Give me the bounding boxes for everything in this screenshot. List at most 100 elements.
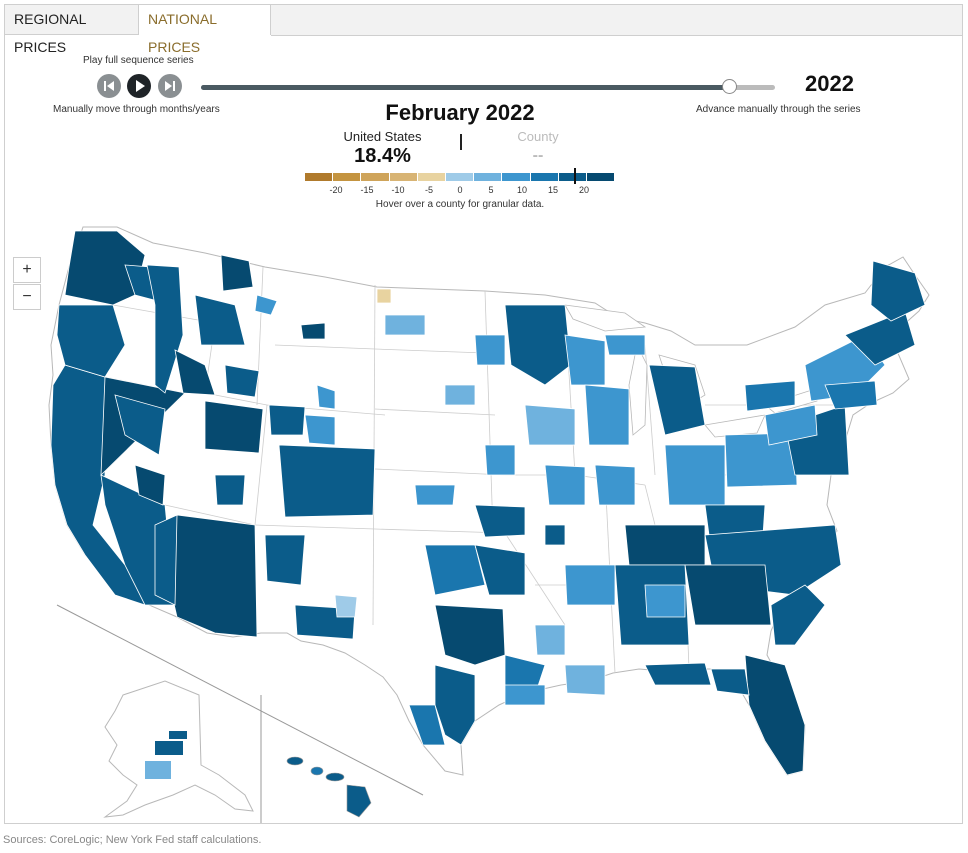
hawaii-islands[interactable] (286, 756, 372, 818)
legend-swatch (502, 173, 530, 181)
county-region[interactable] (64, 230, 146, 306)
county-region[interactable] (278, 444, 376, 518)
alaska-county-c[interactable] (169, 731, 187, 739)
county-region[interactable] (194, 294, 246, 346)
county-region[interactable] (564, 334, 606, 386)
county-region[interactable] (474, 504, 526, 538)
county-region[interactable] (224, 364, 260, 398)
legend-swatch (586, 173, 615, 181)
county-region[interactable] (764, 404, 818, 446)
county-region[interactable] (524, 404, 576, 446)
legend-national-marker (574, 168, 577, 184)
county-region[interactable] (474, 334, 506, 366)
county-region[interactable] (268, 404, 306, 436)
county-region[interactable] (334, 594, 358, 618)
alaska-county-b[interactable] (145, 761, 171, 779)
county-region[interactable] (424, 544, 486, 596)
legend-tick-label: -10 (391, 185, 405, 195)
county-region[interactable] (870, 260, 926, 322)
legend-swatch (558, 173, 586, 181)
county-region[interactable] (710, 668, 750, 696)
us-county-map[interactable] (5, 5, 962, 823)
county-region[interactable] (744, 654, 806, 776)
county-region[interactable] (644, 584, 686, 618)
national-value: 18.4% (354, 145, 411, 167)
county-region[interactable] (114, 394, 166, 456)
county-region[interactable] (564, 664, 606, 696)
county-region[interactable] (174, 349, 216, 396)
legend-ticks: -20 -15 -10 -5 0 5 10 15 20 (305, 185, 615, 197)
county-region[interactable] (604, 334, 646, 356)
legend-swatch (333, 173, 361, 181)
county-region[interactable] (408, 704, 446, 746)
previous-button[interactable] (97, 74, 121, 98)
county-region[interactable] (624, 524, 706, 566)
legend-tick-label: 0 (457, 185, 463, 195)
county-region[interactable] (414, 484, 456, 506)
map-widget: REGIONAL PRICES NATIONAL PRICES Play ful… (4, 4, 963, 824)
county-region[interactable] (824, 380, 878, 410)
county-region[interactable] (704, 504, 766, 536)
county-region[interactable] (254, 294, 278, 316)
timeline-slider-knob[interactable] (721, 79, 737, 94)
county-region[interactable] (648, 364, 706, 436)
alaska-county-a[interactable] (155, 741, 183, 755)
county-region[interactable] (134, 464, 166, 506)
play-button[interactable] (127, 74, 151, 98)
county-fills[interactable] (50, 230, 926, 776)
county-region[interactable] (444, 384, 476, 406)
county-region[interactable] (744, 380, 796, 412)
county-region[interactable] (264, 534, 306, 586)
county-region[interactable] (220, 254, 254, 292)
county-region[interactable] (300, 322, 326, 340)
legend-tick-label: -15 (360, 185, 374, 195)
national-label: United States (343, 129, 422, 144)
county-region[interactable] (376, 288, 392, 304)
previous-icon (104, 81, 114, 91)
zoom-out-button[interactable]: − (13, 284, 41, 310)
county-region[interactable] (644, 662, 712, 686)
inset-separator-diagonal (56, 604, 424, 796)
county-region[interactable] (316, 384, 336, 410)
county-region[interactable] (594, 464, 636, 506)
legend-swatch (417, 173, 445, 181)
county-region[interactable] (154, 514, 178, 606)
legend-swatch (361, 173, 389, 181)
county-region[interactable] (204, 400, 264, 454)
tab-bar: REGIONAL PRICES NATIONAL PRICES (5, 5, 962, 55)
county-region[interactable] (164, 514, 258, 638)
legend-swatch (445, 173, 474, 181)
county-region[interactable] (534, 624, 566, 656)
summary-divider (460, 134, 462, 150)
county-region[interactable] (474, 544, 526, 596)
county-region[interactable] (146, 264, 184, 394)
legend-swatch (530, 173, 558, 181)
play-icon (136, 80, 145, 92)
county-region[interactable] (484, 444, 516, 476)
county-region[interactable] (504, 684, 546, 706)
legend-swatch (389, 173, 417, 181)
county-region[interactable] (664, 444, 726, 506)
county-region[interactable] (544, 524, 566, 546)
county-region[interactable] (684, 564, 772, 626)
legend-tick-label: -20 (329, 185, 343, 195)
county-region[interactable] (770, 584, 826, 646)
timeline-slider[interactable] (201, 79, 775, 94)
county-region[interactable] (844, 310, 916, 366)
tab-national-prices[interactable]: NATIONAL PRICES (139, 5, 271, 55)
county-region[interactable] (544, 464, 586, 506)
tab-regional-prices[interactable]: REGIONAL PRICES (5, 5, 139, 55)
sources-note: Sources: CoreLogic; New York Fed staff c… (3, 834, 262, 846)
county-region[interactable] (434, 604, 506, 666)
next-button[interactable] (158, 74, 182, 98)
zoom-in-button[interactable]: + (13, 257, 41, 283)
county-region[interactable] (564, 564, 616, 606)
county-region[interactable] (214, 474, 246, 506)
county-region[interactable] (384, 314, 426, 336)
county-region[interactable] (584, 384, 630, 446)
county-region[interactable] (504, 304, 572, 386)
county-region[interactable] (304, 414, 336, 446)
county-label: County (517, 129, 559, 144)
period-title: February 2022 (385, 100, 535, 125)
county-region[interactable] (50, 364, 146, 606)
